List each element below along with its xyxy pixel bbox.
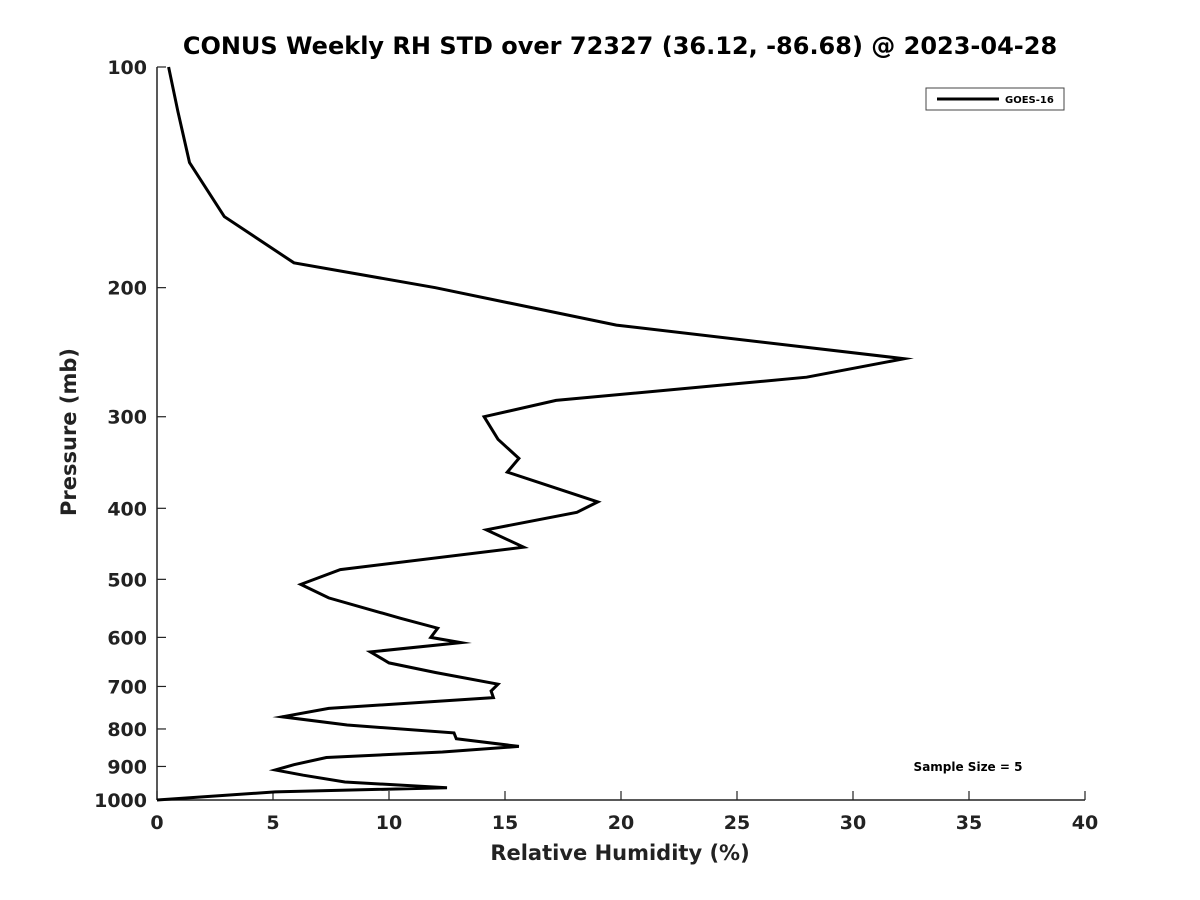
y-tick-label: 400 (107, 498, 147, 520)
x-tick-label: 35 (956, 812, 982, 834)
x-tick-label: 20 (608, 812, 634, 834)
x-tick-label: 0 (150, 812, 163, 834)
y-tick-label: 500 (107, 569, 147, 591)
x-axis-label: Relative Humidity (%) (490, 841, 749, 865)
y-axis-label: Pressure (mb) (57, 348, 81, 516)
y-tick-label: 300 (107, 407, 147, 429)
x-tick-label: 10 (376, 812, 402, 834)
x-tick-label: 15 (492, 812, 518, 834)
y-tick-label: 200 (107, 278, 147, 300)
y-tick-label: 800 (107, 719, 147, 741)
legend: GOES-16 (925, 87, 1065, 111)
x-tick-label: 30 (840, 812, 866, 834)
legend-label-goes-16: GOES-16 (1005, 95, 1054, 106)
chart-title: CONUS Weekly RH STD over 72327 (36.12, -… (183, 32, 1057, 60)
y-tick-label: 100 (107, 57, 147, 79)
x-ticks: 0 5 10 15 20 25 30 35 40 (150, 791, 1098, 834)
sample-size-annotation: Sample Size = 5 (914, 760, 1023, 774)
y-tick-label: 600 (107, 627, 147, 649)
x-tick-label: 25 (724, 812, 750, 834)
y-ticks: 100 200 300 400 500 600 700 800 900 1000 (94, 57, 166, 812)
series-line-goes-16 (156, 66, 914, 802)
x-tick-label: 40 (1072, 812, 1098, 834)
x-tick-label: 5 (266, 812, 279, 834)
y-tick-label: 900 (107, 756, 147, 778)
y-tick-label: 700 (107, 676, 147, 698)
y-tick-label: 1000 (94, 790, 147, 812)
series-layer (156, 66, 914, 802)
